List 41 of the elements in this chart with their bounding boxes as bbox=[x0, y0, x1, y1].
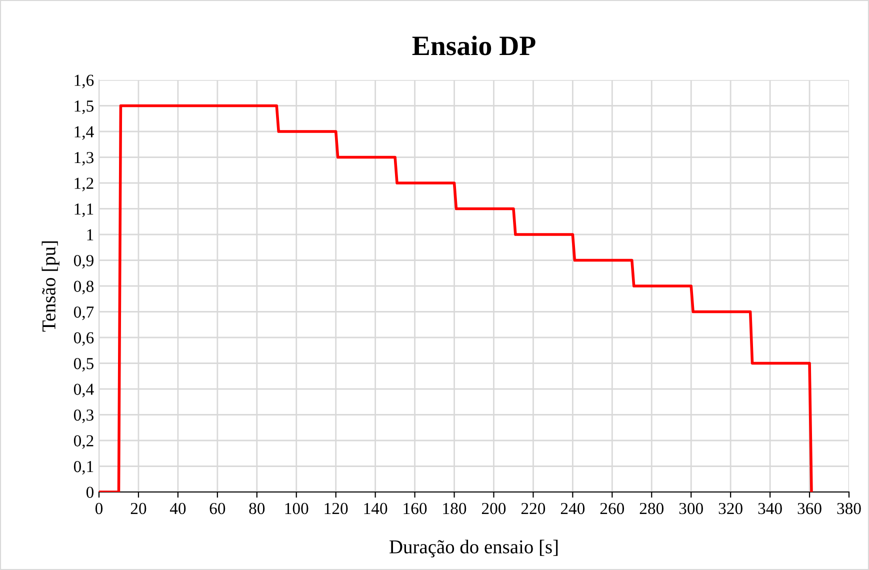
y-tick-label: 0,8 bbox=[74, 280, 94, 294]
x-tick-label: 380 bbox=[837, 502, 861, 514]
y-tick-label: 1,5 bbox=[74, 100, 94, 114]
y-tick-label: 1,4 bbox=[74, 126, 94, 140]
x-tick-label: 140 bbox=[364, 502, 388, 514]
x-tick-label: 320 bbox=[718, 502, 742, 514]
y-tick-label: 0,5 bbox=[74, 358, 94, 372]
x-tick-label: 220 bbox=[521, 502, 546, 514]
y-tick-label: 1,6 bbox=[74, 74, 94, 88]
x-tick-label: 280 bbox=[640, 502, 664, 514]
x-tick-label: 340 bbox=[758, 502, 782, 514]
y-tick-label: 0,4 bbox=[74, 384, 94, 398]
y-tick-label: 1,3 bbox=[74, 152, 94, 166]
line-series bbox=[99, 104, 813, 492]
y-tick-label: 0,3 bbox=[74, 409, 94, 424]
x-tick-label: 40 bbox=[170, 502, 186, 514]
y-tick-label: 1 bbox=[87, 229, 94, 240]
x-tick-label: 100 bbox=[285, 502, 308, 514]
x-tick-label: 180 bbox=[443, 502, 466, 514]
y-tick-label: 0,7 bbox=[74, 306, 94, 320]
chart-title: Ensaio DP bbox=[412, 36, 536, 56]
y-tick-label: 0,6 bbox=[74, 332, 94, 346]
y-tick-label: 1,2 bbox=[74, 178, 94, 192]
y-tick-label: 0 bbox=[86, 486, 94, 498]
x-tick-label: 120 bbox=[324, 502, 348, 514]
x-tick-label: 20 bbox=[130, 502, 146, 514]
y-axis-title: Tensão [pu] bbox=[42, 241, 60, 332]
x-tick-label: 60 bbox=[210, 502, 226, 514]
x-tick-label: 360 bbox=[798, 502, 822, 514]
x-tick-label: 260 bbox=[600, 502, 624, 514]
y-tick-label: 0,2 bbox=[74, 435, 94, 449]
y-tick-label: 0,1 bbox=[74, 460, 94, 475]
x-tick-label: 240 bbox=[560, 502, 585, 514]
y-tick-label: 1,1 bbox=[74, 204, 94, 218]
x-tick-label: 200 bbox=[482, 502, 506, 514]
x-tick-label: 0 bbox=[95, 502, 103, 514]
x-tick-label: 160 bbox=[404, 502, 427, 514]
x-tick-label: 300 bbox=[679, 502, 703, 514]
x-axis-title: Duração do ensaio [s] bbox=[390, 540, 558, 558]
x-tick-label: 80 bbox=[249, 502, 265, 514]
y-tick-label: 0,9 bbox=[74, 254, 94, 269]
